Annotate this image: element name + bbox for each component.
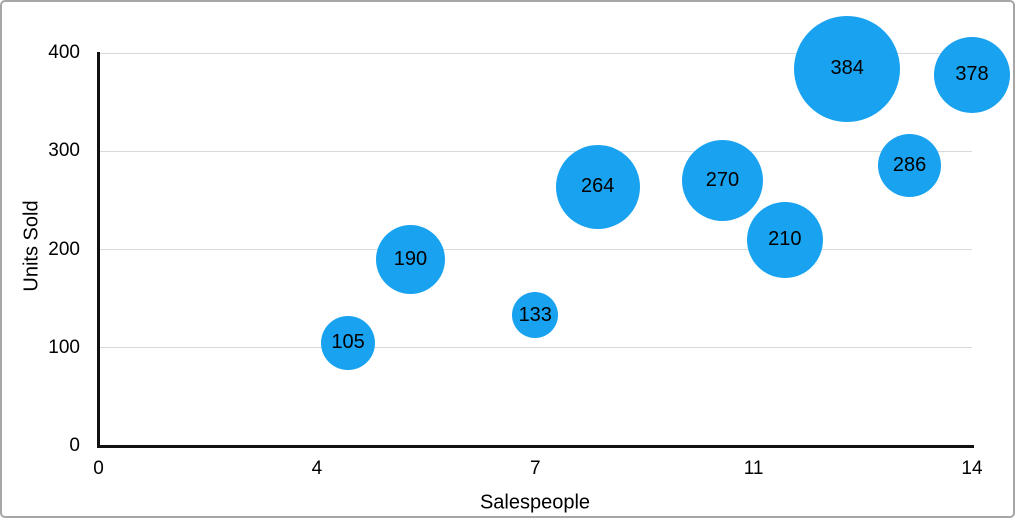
bubble-value-label: 378: [955, 63, 989, 86]
bubble-value-label: 105: [331, 331, 365, 354]
x-tick-label-11: 11: [743, 458, 764, 479]
gridline-y-100: [98, 347, 972, 349]
x-tick-label-7: 7: [529, 458, 541, 479]
x-axis-title: Salespeople: [479, 491, 591, 514]
y-tick-label-100: 100: [48, 336, 80, 358]
bubble-378[interactable]: 378: [934, 36, 1010, 113]
y-axis-line: [97, 51, 100, 448]
bubble-value-label: 384: [830, 57, 864, 80]
bubble-133[interactable]: 133: [512, 292, 559, 339]
bubble-384[interactable]: 384: [794, 15, 901, 122]
bubble-210[interactable]: 210: [746, 201, 823, 278]
bubble-value-label: 270: [705, 169, 740, 192]
y-tick-label-0: 0: [69, 435, 80, 456]
x-tick-label-0: 0: [93, 458, 104, 479]
bubble-value-label: 264: [580, 175, 615, 198]
x-axis-line: [97, 444, 974, 448]
bubble-value-label: 190: [393, 247, 428, 270]
bubble-value-label: 210: [768, 228, 802, 251]
bubble-190[interactable]: 190: [375, 224, 445, 294]
y-tick-label-300: 300: [48, 140, 80, 162]
y-tick-label-400: 400: [48, 42, 80, 63]
bubble-286[interactable]: 286: [878, 133, 942, 197]
bubble-105[interactable]: 105: [321, 315, 376, 370]
gridline-y-400: [98, 52, 972, 54]
gridline-y-300: [98, 150, 972, 152]
bubble-value-label: 133: [518, 303, 552, 326]
bubble-270[interactable]: 270: [681, 140, 763, 222]
x-tick-label-14: 14: [961, 458, 983, 479]
y-axis-title: Units Sold: [20, 200, 43, 292]
bubble-264[interactable]: 264: [555, 144, 640, 229]
gridline-y-200: [98, 249, 972, 250]
y-tick-label-200: 200: [48, 238, 80, 260]
x-tick-label-4: 4: [311, 458, 323, 479]
bubble-value-label: 286: [892, 153, 927, 176]
